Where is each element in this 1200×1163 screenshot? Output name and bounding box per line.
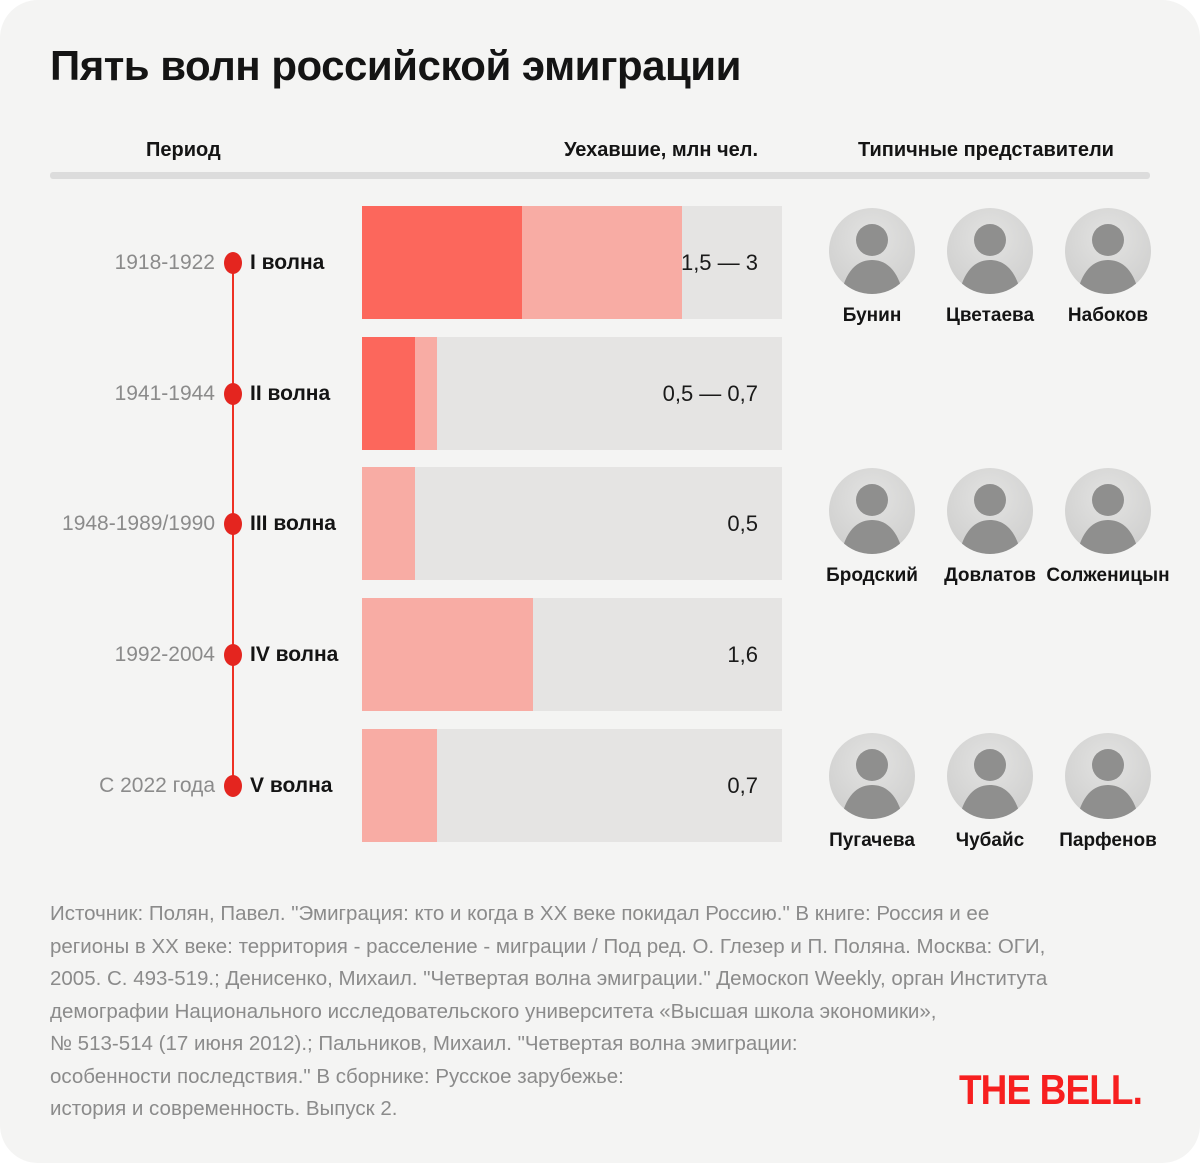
person-silhouette-icon [841,484,903,554]
portrait-photo [947,733,1033,819]
representative-name: Бродский [826,565,918,586]
wave-label: V волна [250,773,333,797]
portrait-photo [947,208,1033,294]
portrait-photo [1065,733,1151,819]
representative: Пугачева [813,733,931,852]
person-silhouette-icon [959,484,1021,554]
portrait-photo [1065,208,1151,294]
emigrants-bar: 1,5 — 3 [362,206,782,319]
bar-value-label: 0,5 — 0,7 [662,380,758,406]
representative: Цветаева [931,208,1049,327]
representative: Бродский [813,468,931,587]
bar-segment-light [362,729,437,842]
representative-name: Солженицын [1046,565,1170,586]
wave-row-2: 1941-1944 II волна 0,5 — 0,7 [0,337,1200,450]
bar-segment-dark [362,337,416,450]
page-title: Пять волн российской эмиграции [50,42,741,89]
person-silhouette-icon [1077,224,1139,294]
column-header-representatives: Типичные представители [858,139,1114,161]
representatives-group-wave-3: Бродский Довлатов Солженицын [813,468,1173,587]
portrait-photo [829,468,915,554]
representative: Парфенов [1049,733,1167,852]
representative-name: Парфенов [1059,830,1157,851]
source-text: Источник: Полян, Павел. "Эмиграция: кто … [50,902,1048,1120]
representative: Довлатов [931,468,1049,587]
bar-segment-dark [362,206,522,319]
period-label: 1948-1989/1990 [62,511,215,535]
emigrants-bar: 1,6 [362,598,782,711]
portrait-photo [947,468,1033,554]
representative: Чубайс [931,733,1049,852]
wave-label: II волна [250,381,331,405]
representatives-group-wave-1: Бунин Цветаева Набоков [813,208,1173,327]
wave-label: I волна [250,250,325,274]
representative-name: Бунин [842,305,902,326]
representative: Набоков [1049,208,1167,327]
wave-row-4: 1992-2004 IV волна 1,6 [0,598,1200,711]
wave-row-3: 1948-1989/1990 III волна 0,5 [0,467,1200,580]
bar-value-label: 0,5 [727,510,758,536]
column-header-emigrants: Уехавшие, млн чел. [564,139,758,161]
bar-value-label: 0,7 [727,772,758,798]
period-label: 1941-1944 [114,381,215,405]
timeline-dot [224,251,242,274]
bar-segment-light [415,337,437,450]
person-silhouette-icon [1077,484,1139,554]
timeline-dot [224,643,242,666]
bar-value-label: 1,6 [727,641,758,667]
column-header-period: Период [146,139,221,161]
wave-row-1: 1918-1922 I волна 1,5 — 3 [0,206,1200,319]
bar-value-label: 1,5 — 3 [680,249,758,275]
wave-row-5: С 2022 года V волна 0,7 [0,729,1200,842]
representative: Бунин [813,208,931,327]
person-silhouette-icon [1077,749,1139,819]
wave-label: IV волна [250,642,339,666]
representative-name: Набоков [1067,305,1149,326]
timeline-dot [224,382,242,405]
representatives-group-wave-5: Пугачева Чубайс Парфенов [813,733,1173,852]
wave-label: III волна [250,511,336,535]
person-silhouette-icon [841,224,903,294]
representative: Солженицын [1046,468,1170,587]
the-bell-logo: THE BELL. [958,1066,1143,1113]
representative-name: Чубайс [955,830,1025,851]
period-label: С 2022 года [99,773,215,797]
period-label: 1918-1922 [114,250,215,274]
header-divider [50,172,1150,179]
emigrants-bar: 0,7 [362,729,782,842]
representative-name: Довлатов [944,565,1036,586]
emigrants-bar: 0,5 [362,467,782,580]
portrait-photo [829,208,915,294]
person-silhouette-icon [959,224,1021,294]
bar-segment-light [362,467,416,580]
period-label: 1992-2004 [114,642,215,666]
bar-segment-light [521,206,682,319]
timeline-dot [224,774,242,797]
bar-segment-light [362,598,533,711]
emigrants-bar: 0,5 — 0,7 [362,337,782,450]
timeline-dot [224,512,242,535]
person-silhouette-icon [841,749,903,819]
portrait-photo [829,733,915,819]
person-silhouette-icon [959,749,1021,819]
portrait-photo [1065,468,1151,554]
representative-name: Пугачева [829,830,915,851]
representative-name: Цветаева [945,305,1035,326]
